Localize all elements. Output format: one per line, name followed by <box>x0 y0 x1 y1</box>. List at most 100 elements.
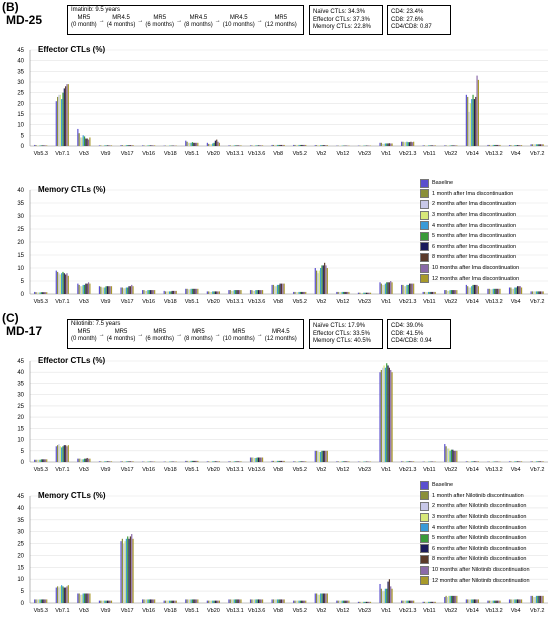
bar <box>382 591 384 603</box>
bar <box>495 600 497 603</box>
bar <box>427 601 430 603</box>
bar <box>147 599 149 603</box>
bar <box>510 145 512 146</box>
legend-item: 1 month after Nilotinib discontinuation <box>420 491 530 502</box>
bar <box>252 457 254 462</box>
bar <box>210 600 212 603</box>
bar <box>129 536 131 603</box>
bar <box>406 461 408 462</box>
bar <box>475 599 477 603</box>
x-tick-label: Vb11 <box>423 467 435 473</box>
bar <box>232 461 234 462</box>
timeline-time: (12 months) <box>264 336 297 342</box>
x-tick-label: Vb23 <box>358 151 371 157</box>
bar <box>253 599 256 603</box>
bar <box>38 145 40 146</box>
bar <box>538 461 540 462</box>
bar <box>321 593 323 603</box>
legend-swatch <box>420 491 429 501</box>
legend-label: 3 months after Ima discontinuation <box>432 212 517 219</box>
bar <box>326 268 328 294</box>
bar <box>450 145 453 146</box>
x-tick-label: Vb5.3 <box>34 151 48 157</box>
bar <box>320 593 322 603</box>
bar <box>132 145 134 146</box>
bar <box>105 145 107 146</box>
bar <box>454 450 457 462</box>
bar <box>164 600 167 603</box>
bar <box>494 144 496 146</box>
bar <box>190 460 192 462</box>
bar <box>62 586 64 603</box>
bar <box>324 145 326 146</box>
bar <box>336 291 338 294</box>
cd8-text: CD8: 27.6% <box>391 16 424 23</box>
bar <box>342 600 345 603</box>
y-tick-label: 20 <box>17 240 24 246</box>
bar <box>171 600 173 603</box>
bar <box>63 587 65 603</box>
bar <box>210 291 212 294</box>
bar <box>108 286 110 294</box>
y-tick-label: 25 <box>17 91 24 97</box>
bar <box>232 290 234 294</box>
bar <box>61 447 63 462</box>
bar <box>240 290 242 294</box>
bar <box>508 287 511 294</box>
bar <box>473 461 475 462</box>
panel-b-ctl-box: Naïve CTLs: 34.3% Effector CTLs: 37.3% M… <box>309 5 383 35</box>
bar <box>67 275 69 294</box>
bar <box>170 600 172 603</box>
bar <box>541 461 543 462</box>
bar <box>491 600 493 603</box>
bar <box>194 460 196 462</box>
bar <box>44 145 46 146</box>
bar <box>541 595 543 603</box>
bar <box>212 600 214 603</box>
bar <box>465 461 467 462</box>
bar <box>78 284 80 294</box>
bar <box>231 461 233 462</box>
bar <box>510 287 512 294</box>
bar <box>476 461 478 462</box>
bar <box>100 286 102 294</box>
timeline-level: MR5 <box>77 328 91 335</box>
memory-ctl-chart-md17: 0 5 10 15 20 25 30 35 40 45 Memory CTLs (%) Vb5.3 Vb… <box>17 491 548 614</box>
x-tick-label: Vb23 <box>358 467 371 473</box>
bar <box>172 290 175 294</box>
timeline-time: (8 months) <box>184 22 213 28</box>
bar <box>34 599 36 603</box>
bar <box>85 283 87 294</box>
bar <box>406 600 408 603</box>
x-tick-label: Vb5.1 <box>185 151 199 157</box>
bar <box>124 541 126 603</box>
bar <box>429 601 431 603</box>
x-tick-label: Vb5.2 <box>293 608 307 614</box>
bar <box>279 599 281 603</box>
bar <box>67 585 69 603</box>
bar <box>101 461 103 462</box>
bar <box>189 289 191 294</box>
bar <box>260 457 262 462</box>
bar <box>295 461 297 462</box>
bar <box>206 142 208 146</box>
bar <box>100 145 102 146</box>
bar <box>473 599 475 603</box>
y-tick-label: 10 <box>17 266 24 272</box>
bar <box>512 461 515 462</box>
bar <box>121 461 123 462</box>
x-tick-label: Vb21.3 <box>399 151 416 157</box>
bar <box>81 286 83 294</box>
bar <box>127 461 129 462</box>
bar <box>367 601 369 603</box>
bar <box>142 145 144 146</box>
bar <box>422 145 424 146</box>
x-tick-label: Vb21.3 <box>399 467 416 473</box>
panel-c-cd-box: CD4: 39.0% CD8: 41.5% CD4/CD8: 0.94 <box>387 319 451 349</box>
legend-label: 10 months after Ima discontinuation <box>432 265 520 272</box>
bar <box>77 458 79 462</box>
bar <box>477 599 479 603</box>
bar <box>390 281 392 294</box>
x-tick-label: Vb5.2 <box>293 151 307 157</box>
bar <box>473 99 475 146</box>
